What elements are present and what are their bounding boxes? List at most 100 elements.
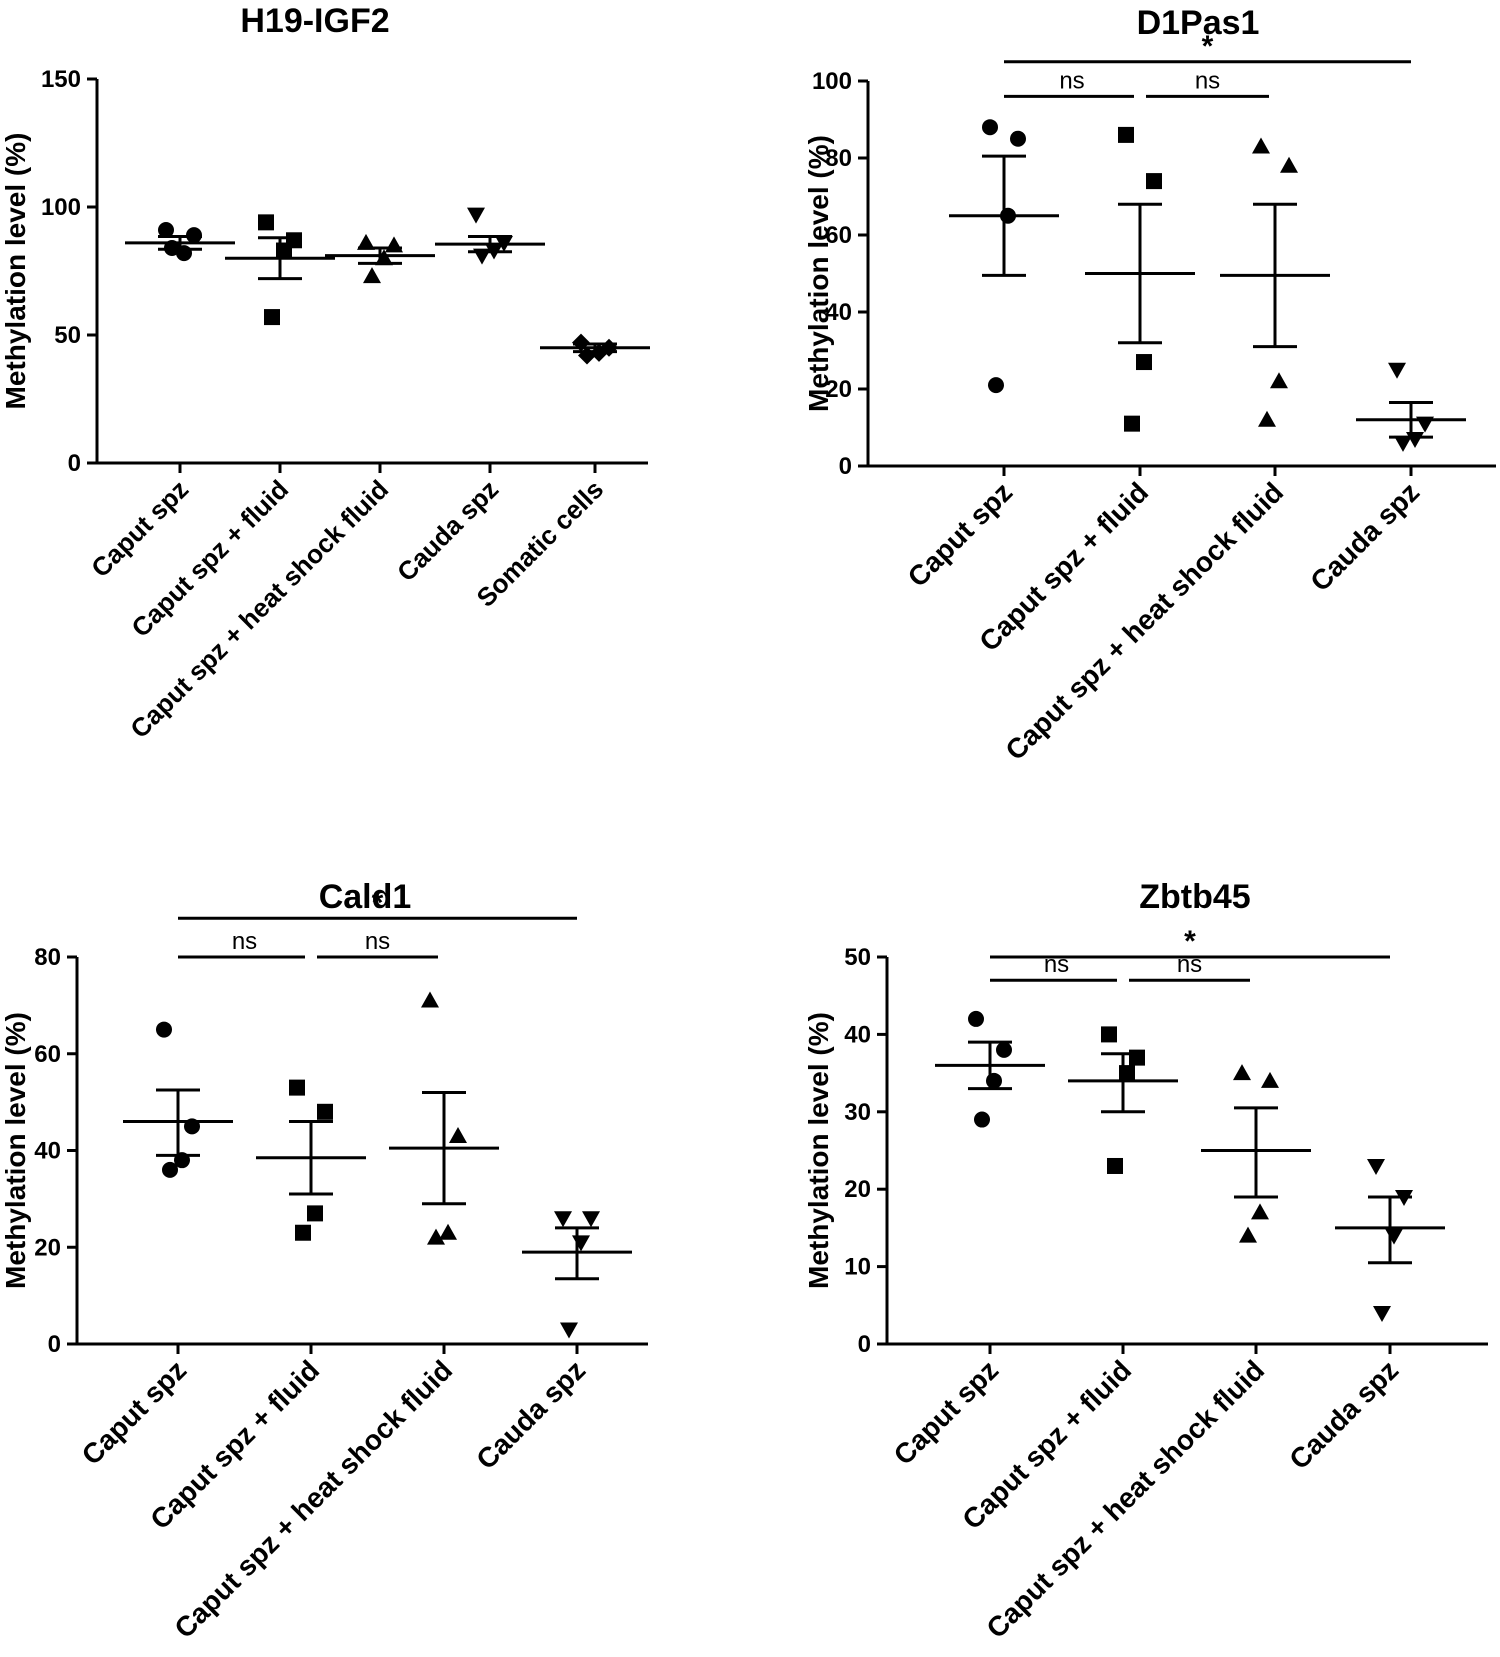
data-point — [467, 207, 485, 224]
y-tick-label: 40 — [825, 299, 852, 326]
y-tick-label: 60 — [825, 222, 852, 249]
data-point — [1373, 1306, 1391, 1323]
series-caput-spz-heat-shock-fluid — [389, 991, 499, 1245]
data-point — [276, 242, 292, 259]
data-point — [1270, 372, 1288, 389]
chart-title: D1Pas1 — [1137, 4, 1260, 42]
data-point — [1394, 435, 1412, 452]
data-point — [357, 233, 375, 250]
data-point — [385, 236, 403, 253]
data-point — [582, 1211, 600, 1228]
data-point — [554, 1211, 572, 1228]
panel-d1pas1: D1Pas1 Methylation level (%) 0 20 40 60 80 100 C… — [803, 4, 1496, 766]
data-point — [1136, 354, 1152, 371]
x-tick-label-cauda-spz: Cauda spz — [391, 474, 504, 587]
x-tick-label-caput-spz-heat-shock-fluid: Caput spz + heat shock fluid — [168, 1354, 458, 1644]
y-tick-label: 0 — [839, 453, 852, 480]
series-cauda-spz — [435, 207, 545, 265]
x-tick-label-caput-spz: Caput spz — [85, 474, 194, 583]
data-point — [1258, 410, 1276, 427]
y-tick-label: 40 — [844, 1021, 871, 1048]
data-point — [1388, 362, 1406, 379]
significance-label-star: * — [372, 886, 384, 919]
data-point — [1129, 1049, 1145, 1066]
data-point — [572, 1235, 590, 1252]
data-point — [439, 1223, 457, 1240]
y-tick-label: 80 — [34, 944, 61, 971]
data-point — [996, 1041, 1012, 1058]
significance-label-ns: ns — [1195, 67, 1220, 94]
data-point — [421, 991, 439, 1008]
data-point — [1118, 126, 1134, 143]
y-tick-label: 20 — [844, 1176, 871, 1203]
x-tick-label-cauda-spz: Cauda spz — [470, 1354, 591, 1475]
panel-zbtb45: Zbtb45 Methylation level (%) 0 10 20 30 40 50 Ca… — [803, 878, 1488, 1644]
panel-cald1: Cald1 Methylation level (%) 0 20 40 60 80 Caput… — [0, 878, 648, 1644]
y-tick-label: 50 — [54, 322, 81, 349]
series-caput-spz-heat-shock-fluid — [1220, 137, 1330, 427]
y-tick-label: 150 — [41, 66, 81, 93]
significance-label-ns: ns — [1044, 951, 1069, 978]
y-tick-label: 100 — [41, 194, 81, 221]
data-point — [258, 214, 274, 231]
series-caput-spz — [125, 222, 235, 262]
y-tick-label: 30 — [844, 1099, 871, 1126]
data-point — [1119, 1065, 1135, 1082]
chart-title: H19-IGF2 — [240, 2, 389, 40]
series-caput-spz-fluid — [225, 214, 335, 326]
y-axis-label: Methylation level (%) — [0, 1012, 31, 1289]
data-point — [427, 1228, 445, 1245]
series-caput-spz — [935, 1010, 1045, 1128]
x-tick-label-caput-spz-heat-shock-fluid: Caput spz + heat shock fluid — [980, 1354, 1270, 1644]
y-tick-label: 80 — [825, 145, 852, 172]
y-tick-label: 100 — [812, 68, 852, 95]
x-tick-label-caput-spz: Caput spz — [902, 476, 1019, 593]
series-caput-spz-fluid — [256, 1079, 366, 1241]
series-somatic-cells — [540, 333, 650, 365]
data-point — [307, 1205, 323, 1222]
x-tick-label-caput-spz: Caput spz — [888, 1354, 1005, 1471]
data-point — [363, 267, 381, 284]
series-cauda-spz — [522, 1211, 632, 1339]
series-caput-spz — [949, 119, 1059, 394]
data-point — [1251, 1203, 1269, 1220]
data-point — [1233, 1064, 1251, 1081]
data-point — [1261, 1071, 1279, 1088]
data-point — [295, 1224, 311, 1241]
data-point — [162, 1161, 178, 1178]
y-tick-label: 10 — [844, 1254, 871, 1281]
data-point — [449, 1126, 467, 1143]
significance-label-ns: ns — [1059, 67, 1084, 94]
series-caput-spz — [123, 1021, 233, 1178]
x-tick-label-caput-spz: Caput spz — [76, 1354, 193, 1471]
panel-h19-igf2: H19-IGF2 Methylation level (%) 0 50 100 150 Ca… — [0, 2, 650, 744]
y-axis-label: Methylation level (%) — [803, 1012, 834, 1289]
y-tick-label: 20 — [825, 376, 852, 403]
significance-label-star: * — [1202, 30, 1214, 63]
data-point — [1146, 173, 1162, 190]
series-caput-spz-heat-shock-fluid — [1201, 1064, 1311, 1243]
y-tick-label: 0 — [68, 450, 81, 477]
y-tick-label: 60 — [34, 1041, 61, 1068]
data-point — [974, 1111, 990, 1128]
data-point — [317, 1103, 333, 1120]
significance-label-ns: ns — [365, 928, 390, 955]
significance-label-ns: ns — [1177, 951, 1202, 978]
data-point — [1124, 415, 1140, 432]
y-tick-label: 0 — [858, 1331, 871, 1358]
series-cauda-spz — [1356, 362, 1466, 452]
data-point — [988, 377, 1004, 394]
data-point — [1367, 1158, 1385, 1175]
data-point — [1385, 1228, 1403, 1245]
y-tick-label: 20 — [34, 1234, 61, 1261]
series-caput-spz-fluid — [1085, 126, 1195, 432]
x-tick-label-cauda-spz: Cauda spz — [1304, 476, 1425, 597]
data-point — [289, 1079, 305, 1096]
data-point — [982, 119, 998, 136]
significance-label-ns: ns — [232, 928, 257, 955]
y-axis-label: Methylation level (%) — [0, 133, 31, 410]
y-tick-label: 50 — [844, 944, 871, 971]
x-tick-label-cauda-spz: Cauda spz — [1283, 1354, 1404, 1475]
data-point — [1107, 1157, 1123, 1174]
